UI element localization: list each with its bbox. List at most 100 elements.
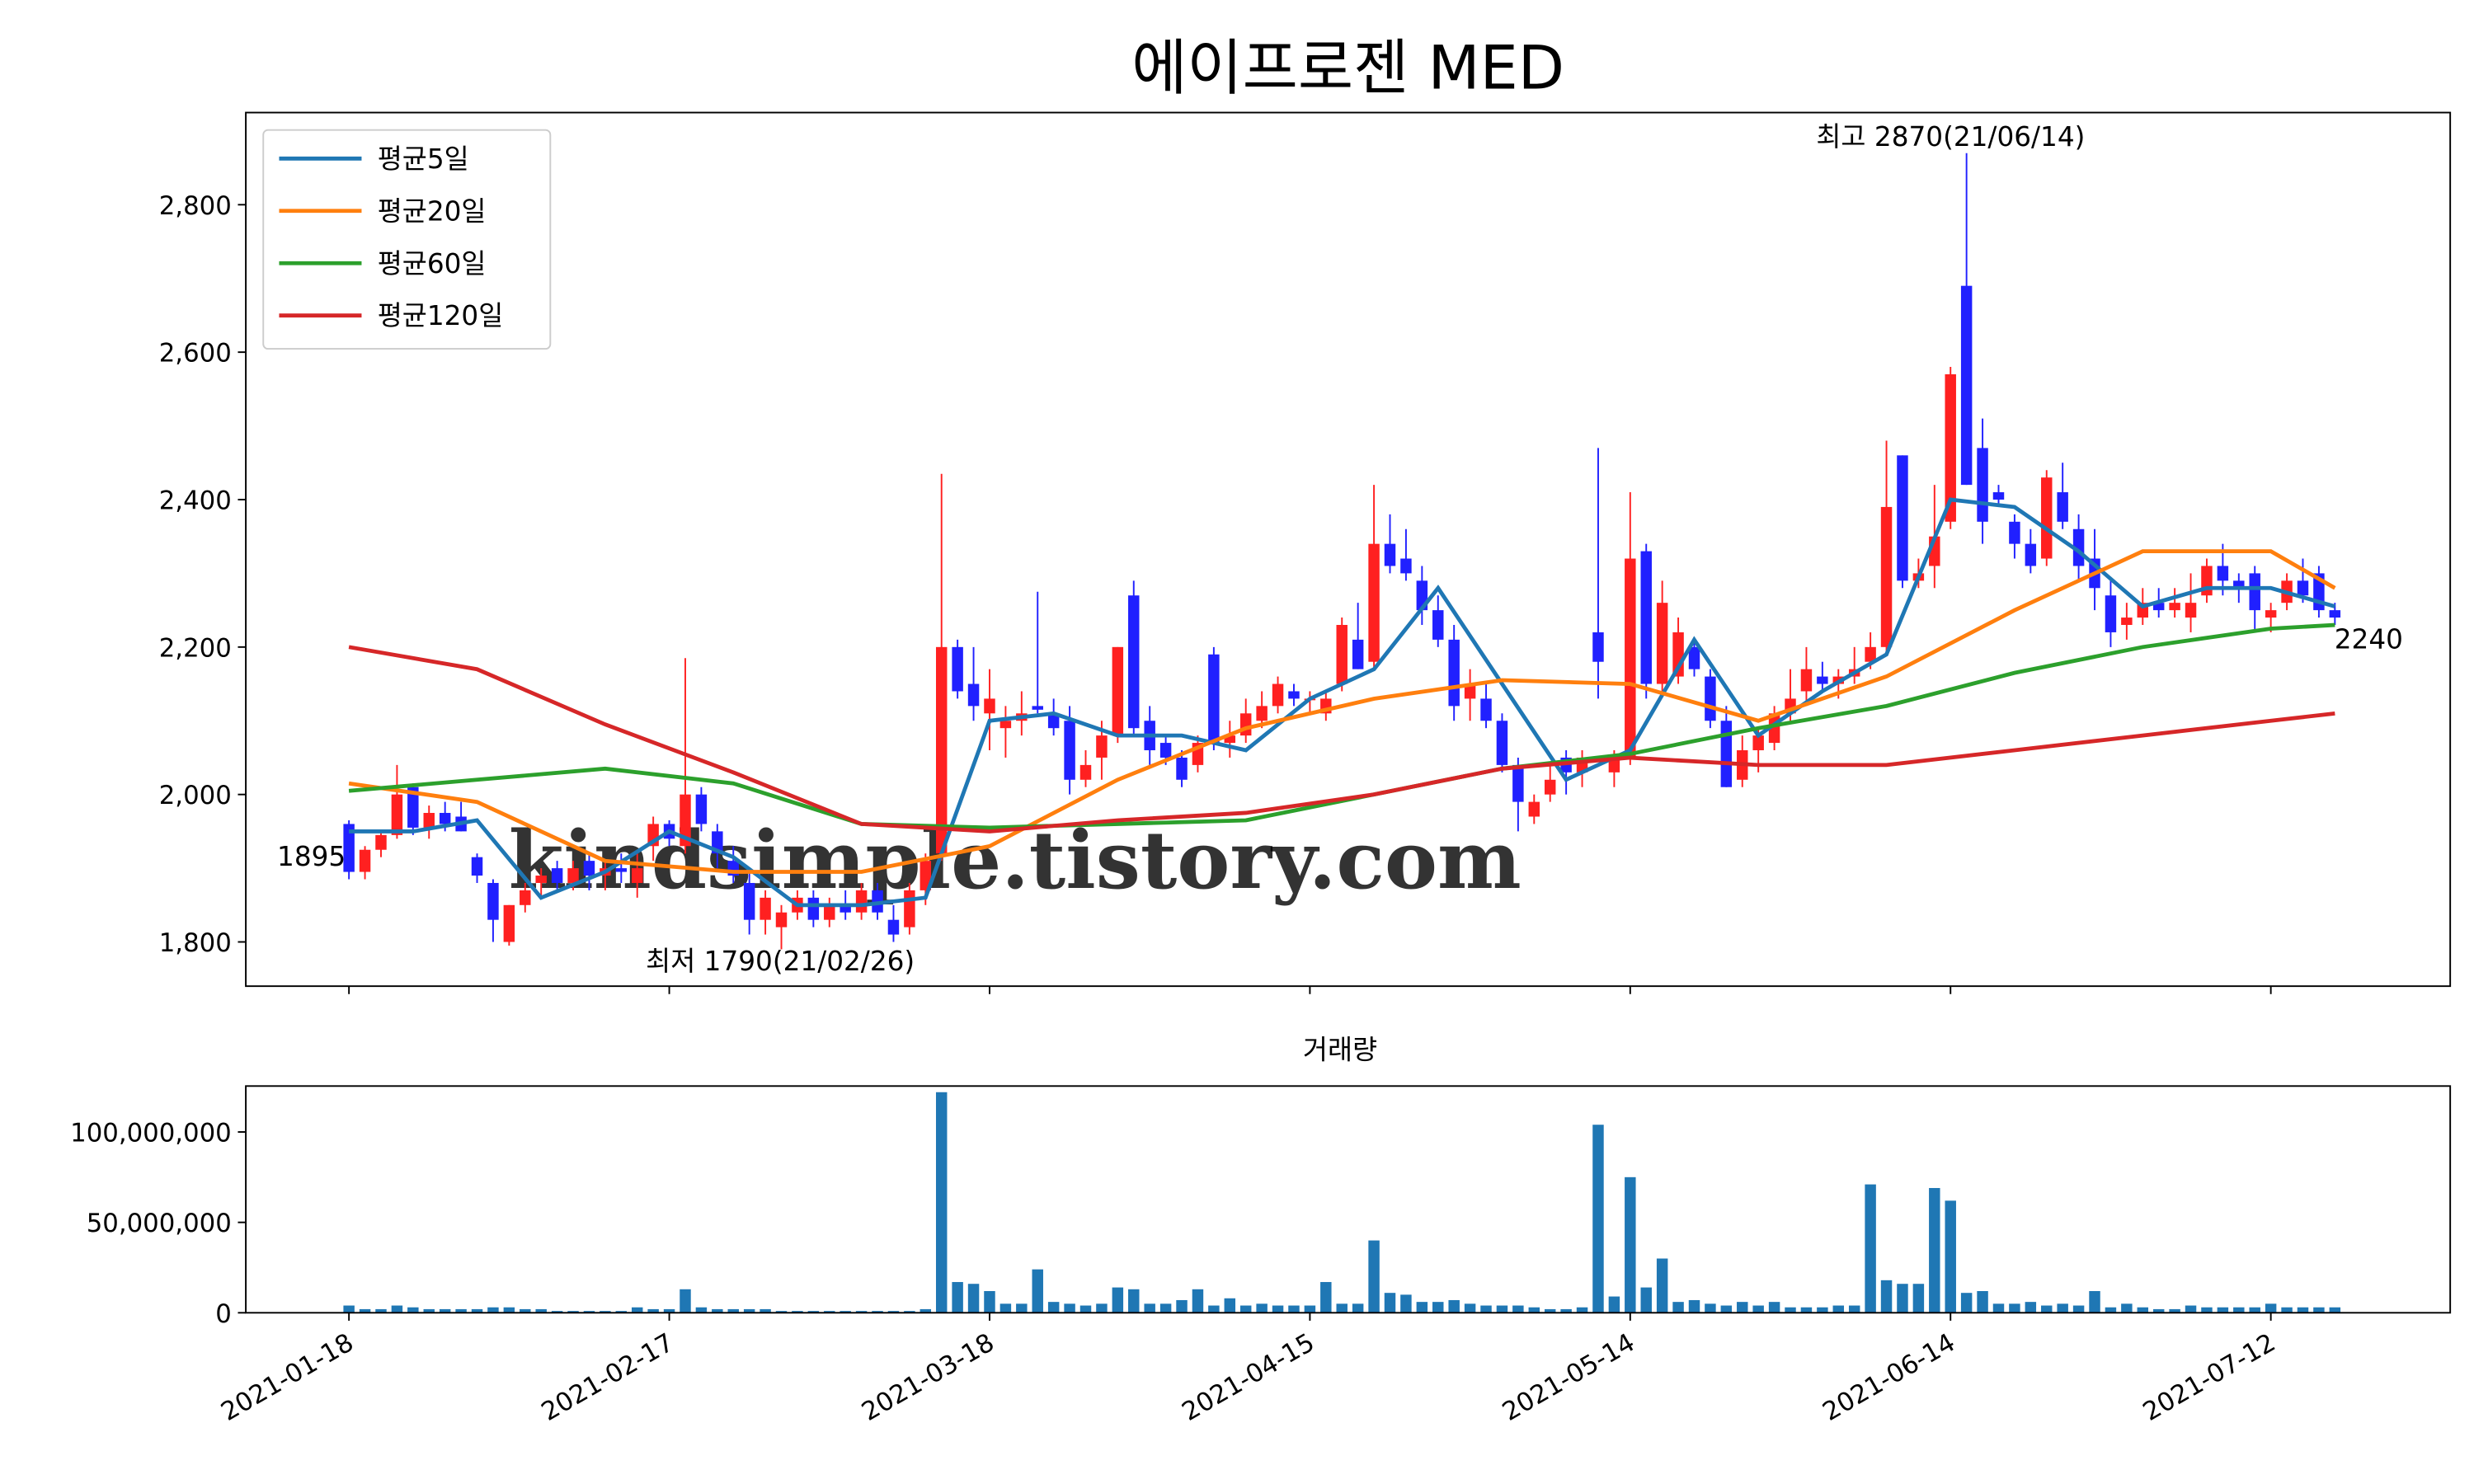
candle-body — [2105, 595, 2117, 632]
volume-bar — [1208, 1305, 1220, 1313]
candle-body — [920, 861, 932, 890]
candle-body — [1528, 801, 1540, 817]
volume-bar — [1912, 1284, 1925, 1313]
volume-bar — [1192, 1289, 1204, 1313]
candle-body — [567, 868, 579, 883]
candle-body — [1239, 713, 1252, 736]
volume-bar — [1480, 1305, 1492, 1313]
moving-average-line — [348, 549, 2336, 874]
volume-bar — [1929, 1187, 1940, 1313]
legend-label: 평균5일 — [378, 143, 469, 175]
volume-bar — [1336, 1303, 1348, 1313]
volume-bar — [1047, 1302, 1060, 1313]
volume-bar — [551, 1311, 563, 1313]
candle-body — [1752, 735, 1764, 751]
candle-body — [631, 868, 643, 883]
volume-bar — [1897, 1284, 1908, 1313]
volume-bar — [2185, 1305, 2197, 1313]
volume-bar — [1272, 1305, 1284, 1313]
candle-body — [1817, 676, 1828, 684]
candle-body — [2169, 603, 2180, 611]
candle-body — [1720, 721, 1733, 787]
volume-bar — [1384, 1293, 1396, 1313]
volume-bar — [1432, 1302, 1444, 1313]
candle-body — [952, 646, 963, 692]
volume-bar — [1608, 1296, 1620, 1313]
volume-bar — [1656, 1258, 1668, 1313]
candle-body — [2185, 603, 2197, 618]
high-annotation: 최고 2870(21/06/14) — [1816, 121, 2085, 153]
y-tick-label: 2,800 — [159, 191, 232, 221]
candle-body — [503, 904, 515, 942]
candle-body — [840, 904, 851, 913]
volume-bar — [1416, 1302, 1428, 1313]
volume-bar — [775, 1311, 788, 1313]
volume-bar — [1977, 1290, 1988, 1313]
volume-bar — [727, 1308, 739, 1313]
candle-body — [1432, 610, 1444, 640]
volume-bar — [1848, 1305, 1860, 1313]
candle-body — [1960, 285, 1973, 486]
candle-body — [1464, 683, 1476, 699]
candle-body — [1096, 735, 1108, 758]
volume-bar — [967, 1284, 980, 1313]
candle-body — [824, 904, 835, 920]
candle-body — [935, 646, 948, 854]
volume-bar — [1496, 1305, 1508, 1313]
volume-bar — [1528, 1307, 1540, 1313]
volume-bar — [1560, 1308, 1572, 1313]
volume-bar — [2329, 1307, 2341, 1313]
volume-bar — [743, 1308, 755, 1313]
candle-body — [1384, 543, 1396, 566]
axes-frame — [245, 1085, 2452, 1314]
volume-bar — [2072, 1305, 2085, 1313]
y-tick-label: 2,200 — [159, 633, 232, 663]
volume-bar — [1464, 1303, 1476, 1313]
volume-bar — [455, 1308, 467, 1313]
candle-body — [1608, 757, 1620, 773]
volume-bar — [1705, 1303, 1716, 1313]
volume-bar — [824, 1311, 835, 1313]
candle-body — [1288, 691, 1300, 699]
candle-body — [1544, 779, 1556, 795]
candle-body — [520, 890, 531, 905]
volume-bar — [2217, 1307, 2229, 1313]
volume-bar — [680, 1289, 691, 1313]
candle-body — [1176, 757, 1188, 780]
candle-body — [1880, 506, 1893, 647]
volume-bar — [535, 1308, 547, 1313]
price-panel: 1,8002,0002,2002,4002,6002,800kindsimple… — [159, 111, 2452, 994]
volume-bar — [1304, 1305, 1316, 1313]
legend-label: 평균60일 — [378, 248, 487, 279]
volume-bar — [2121, 1303, 2133, 1313]
candle-body — [551, 868, 563, 883]
volume-bar — [1768, 1302, 1780, 1313]
candle-body — [1705, 676, 1716, 721]
candle-body — [984, 698, 995, 714]
volume-bar — [1785, 1307, 1796, 1313]
y-tick-label: 2,600 — [159, 339, 232, 369]
candle-body — [423, 813, 435, 828]
volume-bar — [407, 1307, 419, 1313]
volume-bar — [1688, 1299, 1700, 1313]
candle-body — [2121, 618, 2133, 626]
candle-body — [1159, 743, 1172, 758]
candle-body — [1656, 603, 1668, 684]
candle-body — [2041, 477, 2053, 559]
volume-bar — [2025, 1302, 2037, 1313]
moving-average-line — [349, 497, 2336, 908]
y-tick-label: 2,400 — [159, 486, 232, 516]
volume-bar — [1512, 1305, 1524, 1313]
volume-bar — [663, 1308, 675, 1313]
candle-body — [2072, 528, 2085, 566]
y-tick-label: 50,000,000 — [87, 1209, 232, 1238]
candle-body — [1800, 669, 1813, 692]
volume-bar — [2281, 1307, 2293, 1313]
candle-body — [967, 683, 980, 707]
volume-bar — [343, 1305, 355, 1313]
candle-body — [391, 794, 403, 835]
volume-bar — [1800, 1307, 1813, 1313]
candle-body — [1368, 543, 1380, 662]
volume-bar — [1064, 1303, 1075, 1313]
